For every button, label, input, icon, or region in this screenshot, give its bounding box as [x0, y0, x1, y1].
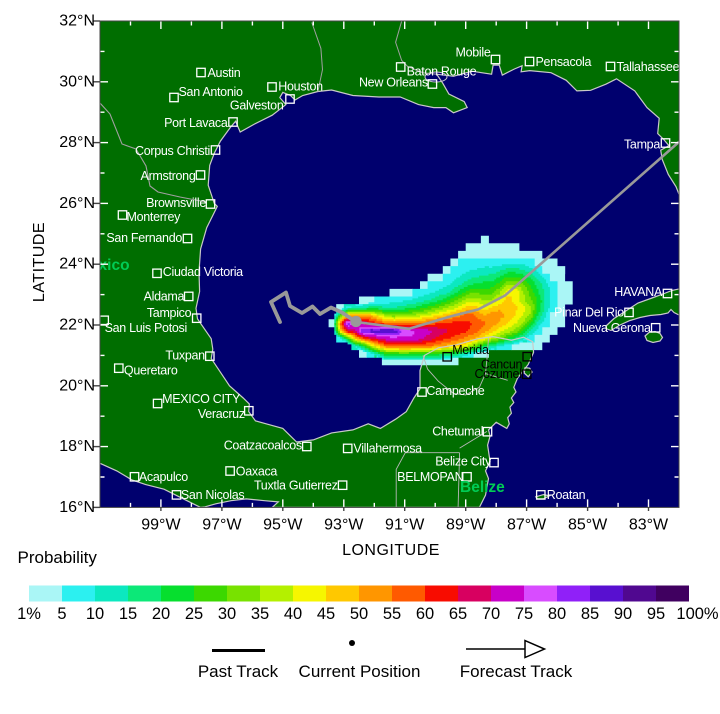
svg-text:Mobile: Mobile	[455, 45, 490, 59]
svg-text:91°W: 91°W	[385, 517, 425, 534]
svg-text:Tuxtla Gutierrez: Tuxtla Gutierrez	[254, 479, 338, 493]
svg-text:Oaxaca: Oaxaca	[236, 464, 278, 478]
svg-text:65: 65	[449, 605, 467, 623]
svg-text:Armstrong: Armstrong	[141, 169, 196, 183]
svg-text:Cancun: Cancun	[481, 357, 523, 371]
svg-text:Villahermosa: Villahermosa	[353, 442, 422, 456]
svg-text:Aldama: Aldama	[144, 290, 185, 304]
svg-text:Tampico: Tampico	[147, 306, 192, 320]
svg-text:90: 90	[614, 605, 632, 623]
svg-text:26°N: 26°N	[59, 195, 95, 212]
svg-text:Austin: Austin	[208, 66, 241, 80]
svg-text:Port Lavaca: Port Lavaca	[164, 116, 228, 130]
svg-text:20: 20	[152, 605, 170, 623]
svg-text:Acapulco: Acapulco	[139, 470, 188, 484]
svg-text:San Fernando: San Fernando	[106, 231, 182, 245]
svg-text:Queretaro: Queretaro	[124, 364, 178, 378]
svg-text:Houston: Houston	[278, 80, 323, 94]
svg-text:75: 75	[515, 605, 533, 623]
svg-text:Chetumal: Chetumal	[432, 424, 483, 438]
svg-text:99°W: 99°W	[141, 517, 181, 534]
svg-text:32°N: 32°N	[59, 13, 95, 30]
svg-text:50: 50	[350, 605, 368, 623]
svg-text:Monterrey: Monterrey	[127, 210, 182, 224]
svg-text:55: 55	[383, 605, 401, 623]
svg-text:Corpus Christi: Corpus Christi	[135, 144, 210, 158]
svg-text:Brownsville: Brownsville	[146, 196, 206, 210]
svg-text:97°W: 97°W	[202, 517, 242, 534]
svg-text:18°N: 18°N	[59, 438, 95, 455]
svg-text:25: 25	[185, 605, 203, 623]
svg-text:HAVANA: HAVANA	[614, 285, 663, 299]
svg-text:LATITUDE: LATITUDE	[31, 222, 48, 302]
svg-text:MEXICO CITY: MEXICO CITY	[162, 392, 241, 406]
svg-text:100%: 100%	[676, 605, 719, 623]
svg-text:87°W: 87°W	[507, 517, 547, 534]
svg-text:Cozumel: Cozumel	[474, 367, 521, 381]
svg-text:22°N: 22°N	[59, 317, 95, 334]
svg-text:Probability: Probability	[18, 548, 98, 567]
svg-text:BELMOPAN: BELMOPAN	[397, 470, 463, 484]
svg-text:Pensacola: Pensacola	[536, 55, 592, 69]
svg-text:60: 60	[416, 605, 434, 623]
svg-text:95°W: 95°W	[263, 517, 303, 534]
svg-text:Nueva Gerona: Nueva Gerona	[573, 321, 651, 335]
svg-text:Ciudad Victoria: Ciudad Victoria	[163, 265, 243, 279]
svg-text:16°N: 16°N	[59, 499, 95, 516]
svg-text:20°N: 20°N	[59, 377, 95, 394]
svg-text:10: 10	[86, 605, 104, 623]
svg-text:70: 70	[482, 605, 500, 623]
svg-text:40: 40	[284, 605, 302, 623]
svg-text:93°W: 93°W	[324, 517, 364, 534]
svg-text:Merida: Merida	[452, 343, 489, 357]
svg-text:24°N: 24°N	[59, 256, 95, 273]
svg-text:Galveston: Galveston	[230, 98, 284, 112]
svg-text:San Nicolas: San Nicolas	[181, 488, 244, 502]
svg-text:1%: 1%	[17, 605, 41, 623]
svg-text:Tuxpan: Tuxpan	[165, 349, 205, 363]
svg-text:5: 5	[57, 605, 66, 623]
svg-text:85°W: 85°W	[568, 517, 608, 534]
svg-text:Roatan: Roatan	[547, 488, 586, 502]
svg-text:Tampa: Tampa	[624, 137, 660, 151]
svg-text:Past Track: Past Track	[198, 662, 279, 681]
svg-text:80: 80	[548, 605, 566, 623]
svg-text:Mexico: Mexico	[77, 257, 130, 274]
svg-text:30: 30	[218, 605, 236, 623]
svg-text:28°N: 28°N	[59, 134, 95, 151]
svg-text:New Orleans: New Orleans	[359, 76, 428, 90]
svg-text:Belize City: Belize City	[435, 455, 492, 469]
svg-text:30°N: 30°N	[59, 73, 95, 90]
svg-text:Tallahassee: Tallahassee	[617, 60, 680, 74]
svg-text:Forecast Track: Forecast Track	[460, 662, 573, 681]
svg-text:Veracruz: Veracruz	[198, 407, 245, 421]
svg-text:45: 45	[317, 605, 335, 623]
svg-text:Campeche: Campeche	[426, 384, 484, 398]
svg-text:San Antonio: San Antonio	[179, 85, 243, 99]
svg-text:San Luis Potosi: San Luis Potosi	[105, 321, 187, 335]
svg-text:LONGITUDE: LONGITUDE	[342, 542, 440, 559]
svg-text:Current Position: Current Position	[299, 662, 421, 681]
svg-text:15: 15	[119, 605, 137, 623]
svg-text:Baton Rouge: Baton Rouge	[407, 65, 477, 79]
svg-text:35: 35	[251, 605, 269, 623]
svg-text:Pinar Del Rio: Pinar Del Rio	[554, 306, 624, 320]
svg-text:Belize: Belize	[460, 479, 505, 496]
svg-text:89°W: 89°W	[446, 517, 486, 534]
svg-text:85: 85	[581, 605, 599, 623]
svg-text:Coatzacoalcos: Coatzacoalcos	[224, 439, 302, 453]
svg-text:83°W: 83°W	[629, 517, 669, 534]
svg-text:95: 95	[647, 605, 665, 623]
